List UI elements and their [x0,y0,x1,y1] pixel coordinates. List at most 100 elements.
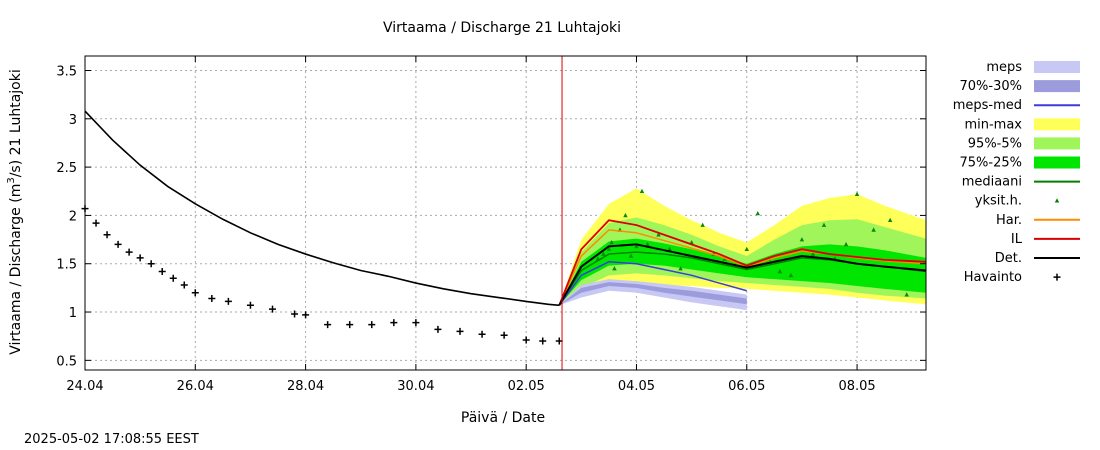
yksit-point-2 [606,246,612,252]
havainto-point-18 [346,321,354,329]
x-tick-label-3: 30.04 [397,379,434,394]
legend-swatch-0 [1034,61,1080,73]
line-il [558,219,927,306]
x-tick-label-6: 06.05 [728,379,765,394]
band-meps [559,279,747,311]
havainto-point-11 [208,295,216,303]
havainto-point-8 [169,274,177,282]
yksit-point-32 [904,292,909,297]
legend-label-8: Har. [996,213,1022,228]
yksit-point-8 [634,243,639,249]
havainto-point-22 [434,325,442,333]
yksit-point-11 [656,232,661,237]
line-det-hindcast [84,110,560,307]
yksit-point-29 [854,191,860,196]
legend-label-6: mediaani [962,175,1022,190]
x-tick-label-5: 04.05 [618,379,655,394]
x-tick-label-7: 08.05 [838,379,875,394]
havainto-point-26 [522,336,530,344]
y-axis-label-sup: 3 [6,177,17,183]
yksit-point-9 [639,188,645,194]
yksit-point-24 [799,237,805,242]
yksit-point-1 [601,251,606,256]
yksit-point-28 [843,241,849,247]
havainto-point-10 [191,289,199,297]
yksit-point-10 [645,241,650,247]
havainto-point-17 [324,321,332,329]
x-axis-label: Päivä / Date [461,410,545,426]
x-tick-label-4: 02.05 [508,379,545,394]
yksit-point-31 [887,217,893,223]
y-tick-label-6: 3.5 [56,64,77,79]
y-tick-label-5: 3 [69,113,77,128]
x-tick-label-0: 24.04 [66,379,103,394]
yksit-point-12 [667,246,672,252]
legend-swatch-11 [1053,273,1061,281]
legend-swatch-1 [1034,80,1080,93]
legend-label-9: IL [1011,232,1023,247]
yksit-point-23 [788,272,794,278]
y-tick-label-3: 2 [69,209,77,224]
havainto-point-12 [224,297,232,305]
x-tick-label-2: 28.04 [287,379,324,394]
yksit-point-22 [777,268,783,274]
yksit-point-30 [871,227,876,232]
y-axis-label: Virtaama / Discharge (m3/s) 21 Luhtajoki [6,69,24,354]
yksit-point-6 [623,212,628,218]
yksit-point-15 [700,222,705,227]
havainto-point-16 [302,311,310,319]
y-tick-label-0: 0.5 [56,354,77,369]
y-tick-label-1: 1 [69,306,77,321]
legend-swatch-4 [1034,137,1080,150]
havainto-point-5 [136,254,144,262]
y-axis-label-tail: /s) 21 Luhtajoki [8,69,24,177]
chart-title: Virtaama / Discharge 21 Luhtajoki [383,20,621,36]
yksit-point-7 [628,253,634,258]
y-tick-label-4: 2.5 [56,161,77,176]
havainto-point-3 [114,240,122,248]
havainto-point-13 [246,301,254,309]
havainto-point-25 [500,331,508,339]
havainto-point-27 [539,337,547,345]
yksit-point-4 [612,266,617,271]
havainto-point-9 [180,281,188,289]
yksit-point-19 [744,246,749,252]
havainto-point-21 [412,319,420,327]
plot-area: 24.04 26.04 28.04 30.04 02.05 04.05 06.05 08.05… [56,55,927,394]
legend-label-4: 95%-5% [968,136,1022,151]
havainto-point-1 [92,219,100,227]
line-meps-med [558,261,747,306]
havainto-point-19 [368,321,376,329]
yksit-point-26 [821,222,827,227]
legend-label-0: meps [986,60,1022,75]
legend-label-11: Havainto [964,270,1022,285]
legend-label-5: 75%-25% [960,156,1022,171]
line-det [558,243,927,306]
yksit-point-3 [609,239,614,245]
legend: meps 70%-30% meps-med min-max 95%-5% 75%-25% m… [953,60,1080,285]
legend-label-10: Det. [995,251,1022,266]
legend-swatch-3 [1034,118,1080,131]
legend-label-1: 70%-30% [960,79,1022,94]
legend-swatch-5 [1034,156,1080,169]
legend-swatch-7 [1054,198,1060,203]
havainto-point-7 [158,267,166,275]
yksit-point-13 [678,266,683,271]
yksit-point-25 [810,251,816,256]
y-tick-label-2: 1.5 [56,258,77,273]
yksit-point-20 [755,210,760,216]
legend-label-3: min-max [964,117,1022,132]
havainto-point-20 [390,319,398,327]
havainto-point-15 [291,310,299,318]
havainto-point-14 [269,305,277,313]
band-meps-70-30 [559,282,747,306]
havainto-point-24 [478,330,486,338]
legend-label-2: meps-med [953,98,1022,113]
havainto-point-6 [147,260,155,268]
legend-label-7: yksit.h. [975,194,1022,209]
plot-frame [84,55,927,371]
y-axis-label-main: Virtaama / Discharge (m [8,184,24,355]
havainto-point-23 [456,327,464,335]
x-tick-label-1: 26.04 [177,379,214,394]
